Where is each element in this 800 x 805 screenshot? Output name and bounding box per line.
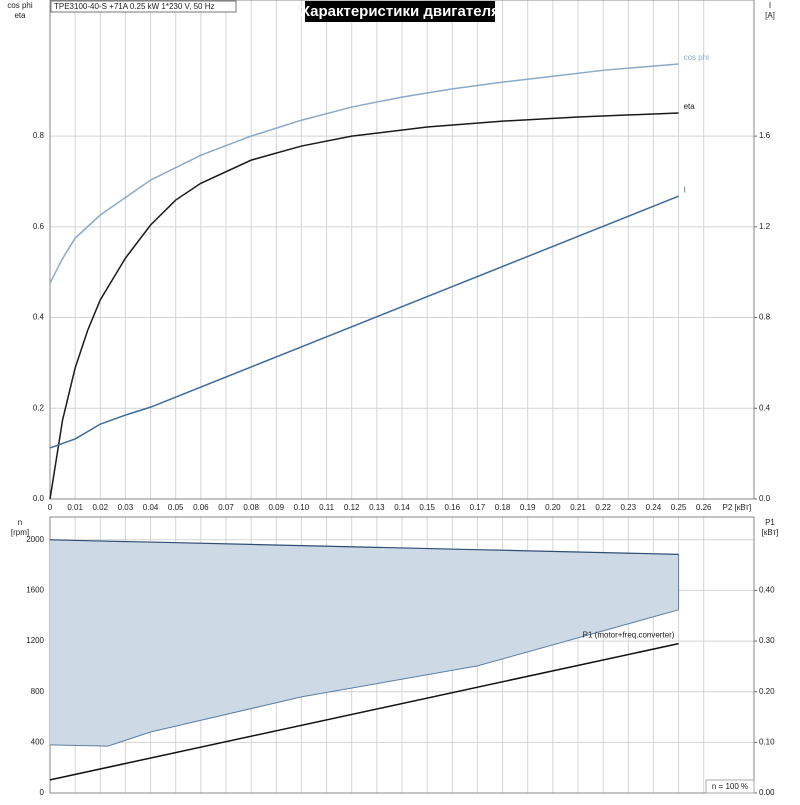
x-tick-label: 0.15 <box>419 503 435 512</box>
y-tick-label: 0 <box>40 788 45 797</box>
x-tick-label: 0.05 <box>168 503 184 512</box>
series-line <box>49 195 679 449</box>
y2-tick-label: 0.8 <box>759 313 771 322</box>
x-tick-label: 0.08 <box>243 503 259 512</box>
y-tick-label: 400 <box>31 737 45 746</box>
series-label: I <box>684 185 686 194</box>
header-box <box>50 0 237 13</box>
y-axis-label: eta <box>14 11 26 20</box>
y-tick-label: 0.6 <box>33 222 45 231</box>
y-tick-label: 2000 <box>26 535 44 544</box>
y-tick-label: 0.0 <box>33 494 45 503</box>
x-tick-label: 0 <box>48 503 53 512</box>
x-tick-label: 0.21 <box>570 503 586 512</box>
series-label: eta <box>684 102 696 111</box>
x-tick-label: 0.14 <box>394 503 410 512</box>
x-tick-label: 0.07 <box>218 503 234 512</box>
chart-title: Характеристики двигателя <box>300 3 500 20</box>
y2-axis-label: I <box>769 1 771 10</box>
y-tick-label: 0.8 <box>33 131 45 140</box>
y2-tick-label: 0.4 <box>759 403 771 412</box>
y2-tick-label: 1.6 <box>759 131 771 140</box>
x-tick-label: 0.13 <box>369 503 385 512</box>
x-tick-label: 0.24 <box>646 503 662 512</box>
x-tick-label: 0.11 <box>319 503 335 512</box>
x-tick-label: 0.23 <box>620 503 636 512</box>
x-tick-label: 0.02 <box>92 503 108 512</box>
y-axis-label: n <box>18 518 22 527</box>
x-tick-label: 0.26 <box>696 503 712 512</box>
x-tick-label: 0.01 <box>67 503 83 512</box>
area-lower-edge <box>49 609 679 747</box>
note: n = 100 % <box>712 782 748 791</box>
x-tick-label: 0.12 <box>344 503 360 512</box>
y2-tick-label: 0.40 <box>759 586 775 595</box>
series-line <box>49 63 679 284</box>
y2-tick-label: 0.0 <box>759 494 771 503</box>
y2-tick-label: 0.20 <box>759 687 775 696</box>
x-tick-label: 0.22 <box>595 503 611 512</box>
y2-tick-label: 1.2 <box>759 222 771 231</box>
note-box <box>705 779 755 794</box>
y2-tick-label: 0.00 <box>759 788 775 797</box>
x-tick-label: 0.16 <box>444 503 460 512</box>
y-tick-label: 1200 <box>26 636 44 645</box>
x-tick-label: 0.10 <box>294 503 310 512</box>
x-tick-label: 0.09 <box>268 503 284 512</box>
x-tick-label: 0.17 <box>470 503 486 512</box>
x-tick-label: 0.25 <box>671 503 687 512</box>
x-axis-label: P2 [кВт] <box>723 503 752 512</box>
y-tick-label: 0.4 <box>33 313 45 322</box>
series-line <box>49 642 679 781</box>
plot-frame <box>49 0 755 500</box>
x-tick-label: 0.18 <box>495 503 511 512</box>
y-axis-label: [rpm] <box>11 528 29 537</box>
y-tick-label: 0.2 <box>33 403 45 412</box>
x-tick-label: 0.20 <box>545 503 561 512</box>
y2-axis-label: [A] <box>765 11 775 20</box>
y2-tick-label: 0.10 <box>759 737 775 746</box>
y2-tick-label: 0.30 <box>759 636 775 645</box>
y2-axis-label: P1 <box>765 518 775 527</box>
operating-area <box>50 539 679 747</box>
series-line <box>49 112 679 500</box>
header: TPE3100-40-S +71A 0.25 kW 1*230 V, 50 Hz <box>54 2 214 11</box>
series-label: cos phi <box>684 53 710 62</box>
series-label: P1 (motor+freq.converter) <box>583 631 675 640</box>
x-tick-label: 0.04 <box>143 503 159 512</box>
x-tick-label: 0.19 <box>520 503 536 512</box>
x-tick-label: 0.03 <box>118 503 134 512</box>
y-tick-label: 800 <box>31 687 45 696</box>
title-box <box>305 1 495 22</box>
x-tick-label: 0.06 <box>193 503 209 512</box>
area-upper-edge <box>49 539 679 555</box>
y2-axis-label: [кВт] <box>762 528 779 537</box>
y-tick-label: 1600 <box>26 586 44 595</box>
y-axis-label: cos phi <box>7 1 33 10</box>
